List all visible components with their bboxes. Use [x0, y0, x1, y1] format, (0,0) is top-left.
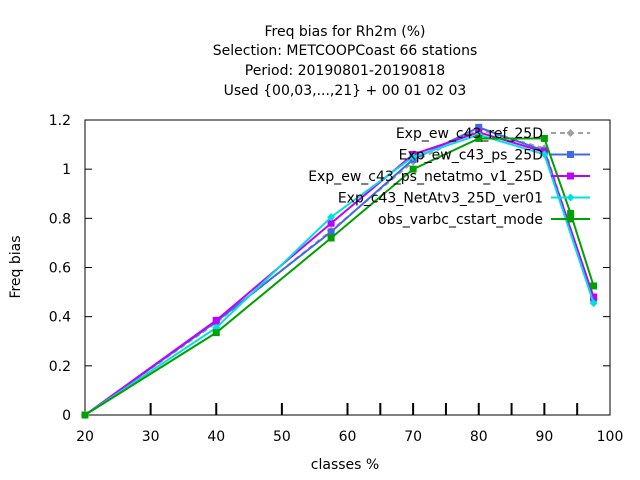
y-tick-label: 1.2	[49, 113, 71, 129]
data-point	[327, 219, 335, 227]
data-point	[590, 282, 598, 290]
x-axis-label: classes %	[311, 457, 379, 473]
data-point	[327, 234, 335, 242]
x-tick-label: 20	[76, 429, 94, 445]
x-tick-labels: 20 30 40 50 60 70 80 90 100	[76, 429, 623, 445]
data-point	[589, 299, 598, 308]
data-point	[212, 329, 220, 337]
title-line-3: Period: 20190801-20190818	[245, 63, 445, 79]
x-tick-label: 100	[597, 429, 624, 445]
data-point	[212, 316, 220, 324]
x-tick-label: 30	[142, 429, 160, 445]
plot-frame	[84, 119, 611, 416]
legend-marker	[567, 215, 574, 223]
data-point	[567, 209, 575, 217]
y-tick-label: 1	[62, 162, 71, 178]
x-tick-label: 80	[470, 429, 488, 445]
series-5	[81, 134, 598, 419]
chart-title: Freq bias for Rh2m (%) Selection: METCOO…	[213, 24, 478, 99]
y-axis-label: Freq bias	[8, 235, 24, 298]
y-tick-label: 0.4	[49, 310, 71, 326]
data-point	[590, 293, 598, 301]
data-point	[475, 123, 483, 131]
y-tick-label: 0.2	[49, 359, 71, 375]
legend-label: Exp_ew_c43_ref_25D	[396, 126, 543, 142]
legend-label: Exp_ew_c43_ps_25D	[399, 148, 543, 164]
data-point	[409, 165, 417, 173]
data-point	[409, 152, 418, 161]
y-tick-label: 0.8	[49, 211, 71, 227]
data-point	[327, 213, 336, 222]
series-line	[84, 137, 595, 416]
legend-item: Exp_ew_c43_ref_25D	[396, 126, 590, 142]
x-tick-label: 60	[339, 429, 357, 445]
y-tick-labels: 0 0.2 0.4 0.6 0.8 1 1.2	[49, 113, 71, 424]
legend-marker	[567, 151, 574, 158]
data-point	[540, 150, 549, 159]
legend-marker	[566, 129, 575, 137]
x-tick-label: 40	[207, 429, 225, 445]
data-point	[475, 134, 483, 142]
title-line-2: Selection: METCOOPCoast 66 stations	[213, 43, 478, 59]
legend-item: Exp_ew_c43_ps_25D	[399, 148, 590, 164]
legend-label: Exp_ew_c43_ps_netatmo_v1_25D	[308, 169, 543, 185]
series-layer	[81, 123, 598, 419]
legend-label: Exp_c43_NetAtv3_25D_ver01	[338, 191, 543, 207]
legend-item: Exp_c43_NetAtv3_25D_ver01	[338, 191, 590, 207]
legend-item: obs_varbc_cstart_mode	[378, 212, 590, 228]
data-point	[540, 134, 548, 142]
y-tick-label: 0.6	[49, 261, 71, 277]
title-line-4: Used {00,03,...,21} + 00 01 02 03	[224, 83, 467, 99]
legend-marker	[566, 193, 575, 202]
legend: Exp_ew_c43_ref_25D Exp_ew_c43_ps_25D Exp_e…	[308, 126, 590, 228]
x-tick-label: 50	[273, 429, 291, 445]
legend-marker	[567, 172, 574, 180]
legend-label: obs_varbc_cstart_mode	[378, 212, 543, 228]
title-line-1: Freq bias for Rh2m (%)	[264, 24, 425, 40]
y-tick-label: 0	[62, 408, 71, 424]
data-point	[327, 228, 335, 236]
x-tick-label: 70	[404, 429, 422, 445]
x-tick-label: 90	[535, 429, 553, 445]
data-point	[81, 411, 89, 419]
legend-item: Exp_ew_c43_ps_netatmo_v1_25D	[308, 169, 590, 185]
axis-ticks	[85, 119, 610, 416]
